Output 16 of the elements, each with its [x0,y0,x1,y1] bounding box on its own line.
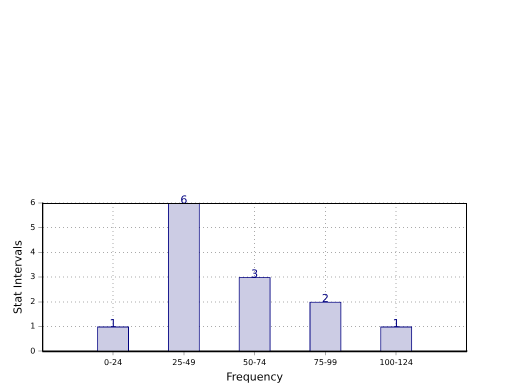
y-tick-label: 2 [30,296,36,306]
data-label: 3 [251,267,258,280]
y-axis-title: Stat Intervals [11,240,24,314]
data-label: 2 [322,292,329,306]
y-tick-label: 0 [30,346,36,356]
y-tick-label: 6 [30,198,36,208]
y-tick-label: 4 [30,247,36,256]
x-tick-label: 75-99 [314,358,338,368]
x-tick-label: 100-124 [379,358,413,368]
x-tick-label: 0-24 [104,358,122,368]
x-tick-label: 50-74 [243,358,266,368]
y-tick-label: 3 [30,272,36,282]
y-tick-label: 1 [30,322,36,331]
x-axis-title: Frequency [226,370,284,384]
y-tick-label: 5 [30,222,36,232]
x-tick-label: 25-49 [172,358,196,368]
